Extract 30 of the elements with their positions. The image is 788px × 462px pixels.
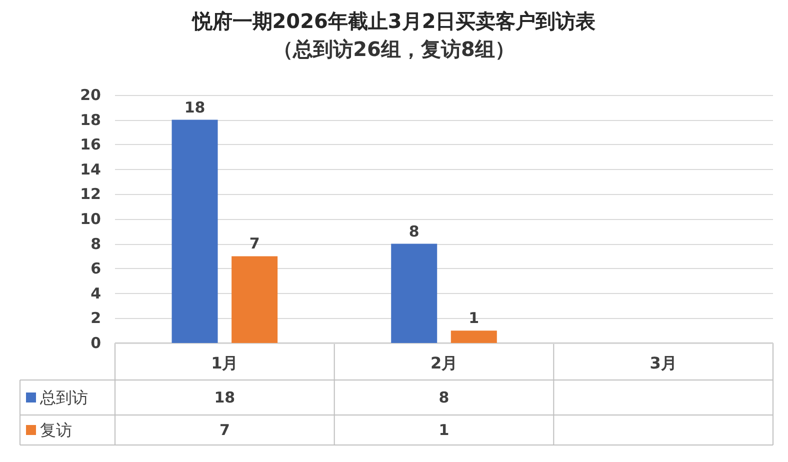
data-label: 7 xyxy=(219,421,230,439)
x-tick-label: 3月 xyxy=(650,354,677,372)
x-tick-label: 2月 xyxy=(430,354,458,372)
bar xyxy=(232,256,278,343)
data-label: 18 xyxy=(214,388,236,406)
y-tick-label: 8 xyxy=(90,234,101,253)
chart-subtitle: （总到访26组，复访8组） xyxy=(273,37,515,61)
y-tick-label: 16 xyxy=(80,136,101,154)
annotation: 8 xyxy=(408,222,420,240)
chart-title: 悦府一期2026年截止3月2日买卖客户到访表 xyxy=(190,9,596,33)
y-tick-label: 10 xyxy=(80,210,101,228)
annotation: 7 xyxy=(249,234,260,253)
legend-label: 总到访 xyxy=(39,388,88,407)
y-tick-label: 0 xyxy=(90,334,101,352)
annotation: 1 xyxy=(468,309,480,328)
y-tick-label: 2 xyxy=(90,309,101,328)
y-tick-label: 4 xyxy=(90,284,101,302)
legend-label: 复访 xyxy=(40,420,72,440)
data-label: 1 xyxy=(438,421,450,439)
x-tick-label: 1月 xyxy=(211,354,238,372)
y-tick-label: 12 xyxy=(80,185,101,204)
bar xyxy=(391,244,438,343)
annotation: 18 xyxy=(184,98,206,116)
y-tick-label: 18 xyxy=(80,110,101,129)
bar xyxy=(172,120,218,343)
y-tick-label: 20 xyxy=(80,86,101,104)
y-tick-label: 6 xyxy=(90,260,101,278)
data-label: 8 xyxy=(438,388,450,406)
bar xyxy=(450,330,497,343)
y-tick-label: 14 xyxy=(80,160,101,178)
